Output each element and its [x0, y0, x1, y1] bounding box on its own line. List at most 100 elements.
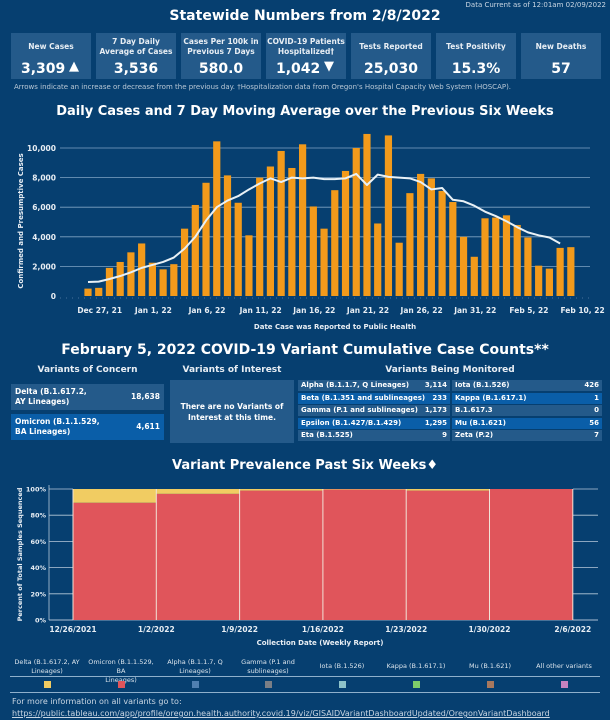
- legend-divider: [10, 692, 600, 693]
- stat-label: COVID-19 Patients Hospitalized†: [267, 37, 345, 56]
- legend-label: Gamma (P.1 and sublineages): [231, 658, 305, 676]
- voi-message: There are no Variants of: [180, 402, 284, 411]
- daily-case-bar[interactable]: [341, 170, 350, 296]
- legend-swatch[interactable]: [413, 681, 420, 688]
- daily-case-bar[interactable]: [299, 144, 307, 296]
- legend-label-line: Lineages): [31, 667, 63, 675]
- legend-swatch[interactable]: [192, 681, 199, 688]
- delta-segment[interactable]: [156, 489, 240, 494]
- daily-case-bar[interactable]: [320, 228, 328, 296]
- y-tick-label: 8,000: [32, 174, 56, 183]
- daily-case-bar[interactable]: [406, 193, 414, 296]
- daily-case-bar[interactable]: [180, 228, 189, 296]
- daily-case-bar[interactable]: [331, 190, 339, 296]
- x-tick-label: 1/30/2022: [468, 625, 510, 634]
- moving-average-line[interactable]: [87, 172, 561, 283]
- daily-case-bar[interactable]: [256, 177, 264, 296]
- daily-case-bar[interactable]: [127, 252, 135, 296]
- more-info-text: For more information on all variants go …: [12, 697, 182, 706]
- daily-case-bar[interactable]: [427, 178, 435, 296]
- legend-label-line: Omicron (B.1.1.529, BA: [88, 658, 154, 675]
- daily-case-bar[interactable]: [105, 267, 114, 296]
- legend-swatch[interactable]: [44, 681, 51, 688]
- y-tick-label: 40%: [30, 564, 46, 572]
- daily-case-bar[interactable]: [266, 166, 275, 297]
- delta-segment[interactable]: [322, 489, 407, 490]
- omicron-segment[interactable]: [73, 502, 157, 620]
- daily-case-bar[interactable]: [545, 268, 553, 296]
- daily-case-bar[interactable]: [567, 247, 575, 296]
- stat-value: 57: [551, 61, 571, 77]
- daily-case-bar[interactable]: [116, 261, 124, 296]
- daily-case-bar[interactable]: [363, 133, 371, 296]
- stat-label: Tests Reported: [359, 42, 423, 51]
- daily-case-bar[interactable]: [492, 217, 500, 296]
- monitored-row: Zeta (P.2) 7: [452, 430, 602, 442]
- monitored-row: Eta (B.1.525) 9: [298, 430, 450, 442]
- daily-case-bar[interactable]: [395, 242, 403, 296]
- daily-case-bar[interactable]: [148, 262, 156, 296]
- omicron-segment[interactable]: [239, 490, 323, 620]
- monitored-row: Iota (B.1.526) 426: [452, 380, 602, 391]
- delta-segment[interactable]: [73, 489, 157, 503]
- daily-case-bar[interactable]: [234, 202, 242, 296]
- daily-case-bar[interactable]: [535, 265, 543, 296]
- omicron-segment[interactable]: [489, 489, 573, 620]
- daily-case-bar[interactable]: [459, 236, 468, 296]
- variant-count: 0: [594, 406, 599, 415]
- monitored-row: Alpha (B.1.1.7, Q Lineages) 3,114: [298, 380, 450, 391]
- daily-case-bar[interactable]: [138, 243, 146, 296]
- daily-case-bar[interactable]: [159, 269, 167, 296]
- daily-case-bar[interactable]: [309, 206, 317, 296]
- daily-case-bar[interactable]: [245, 235, 253, 296]
- daily-case-bar[interactable]: [191, 204, 199, 296]
- daily-case-bar[interactable]: [352, 148, 360, 296]
- stat-card: COVID-19 Patients Hospitalized† 1,042 ▼: [266, 33, 346, 79]
- variant-name: Kappa (B.1.617.1): [455, 393, 527, 402]
- stat-label: New Cases: [28, 42, 74, 51]
- daily-cases-chart: 0 2,000 4,000 6,000 8,000 10,000 Dec 27, 21 Jan…: [17, 133, 605, 331]
- omicron-segment[interactable]: [406, 490, 490, 620]
- variant-count: 426: [584, 381, 599, 389]
- omicron-segment[interactable]: [156, 493, 240, 620]
- y-axis-title: Confirmed and Presumptive Cases: [17, 153, 25, 288]
- variant-dashboard-link[interactable]: https://public.tableau.com/app/profile/o…: [12, 709, 550, 718]
- legend-swatch[interactable]: [118, 681, 125, 688]
- daily-case-bar[interactable]: [223, 175, 232, 296]
- daily-case-bar[interactable]: [374, 223, 382, 296]
- daily-case-bar[interactable]: [449, 202, 457, 296]
- daily-case-bar[interactable]: [502, 215, 511, 296]
- daily-case-bar[interactable]: [213, 141, 221, 296]
- daily-case-bar[interactable]: [170, 264, 178, 296]
- delta-segment[interactable]: [406, 489, 490, 491]
- daily-case-bar[interactable]: [481, 218, 489, 296]
- daily-case-bar[interactable]: [84, 288, 92, 296]
- daily-case-bar[interactable]: [202, 182, 210, 296]
- y-tick-label: 100%: [26, 486, 47, 494]
- daily-case-bar[interactable]: [513, 224, 521, 296]
- stat-card: Cases Per 100k in Previous 7 Days 580.0: [181, 33, 261, 79]
- daily-case-bar[interactable]: [438, 190, 446, 296]
- legend-swatch[interactable]: [265, 681, 272, 688]
- daily-case-bar[interactable]: [556, 247, 564, 296]
- daily-case-bar[interactable]: [524, 237, 532, 296]
- legend-label: Alpha (B.1.1.7, Q Lineages): [158, 658, 232, 676]
- daily-case-bar[interactable]: [95, 287, 103, 296]
- daily-case-bar[interactable]: [277, 150, 285, 296]
- legend-swatch[interactable]: [339, 681, 346, 688]
- daily-case-bar[interactable]: [470, 256, 478, 296]
- daily-case-bar[interactable]: [417, 173, 425, 296]
- daily-case-bar[interactable]: [384, 135, 393, 296]
- variant-count: 3,114: [424, 381, 447, 389]
- stat-value: 15.3%: [451, 61, 501, 77]
- daily-case-bar[interactable]: [288, 167, 296, 296]
- omicron-segment[interactable]: [322, 489, 407, 620]
- y-tick-label: 6,000: [32, 203, 56, 212]
- stat-card: New Cases 3,309 ▲: [11, 33, 91, 79]
- voc-name: Omicron (B.1.1.529,: [15, 417, 100, 426]
- x-tick-label: Dec 27, 21: [77, 306, 122, 315]
- voc-row-omicron: Omicron (B.1.1.529, BA Lineages) 4,611: [11, 414, 164, 440]
- legend-swatch[interactable]: [487, 681, 494, 688]
- legend-swatch[interactable]: [561, 681, 568, 688]
- delta-segment[interactable]: [239, 489, 323, 491]
